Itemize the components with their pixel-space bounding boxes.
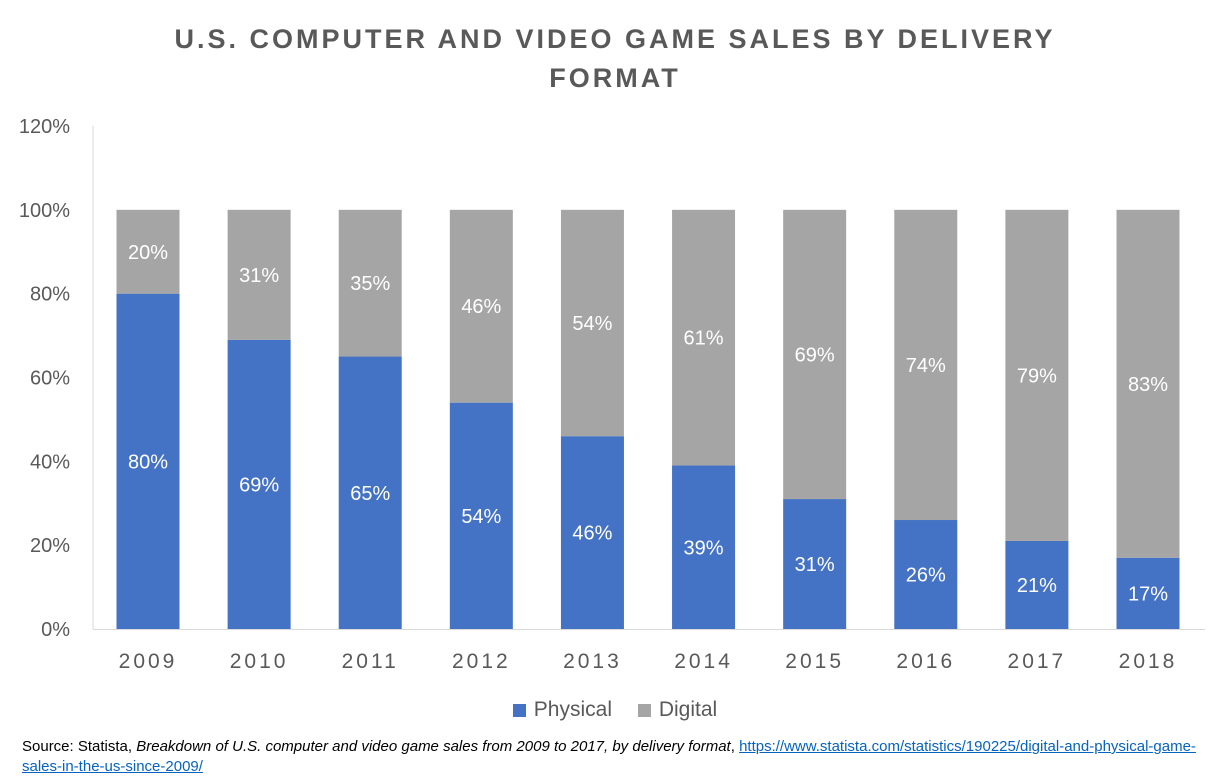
data-label: 39% xyxy=(684,537,724,559)
x-tick-label: 2010 xyxy=(230,650,289,673)
bar-digital xyxy=(1005,209,1069,541)
legend-label: Digital xyxy=(658,698,718,721)
source-title: Breakdown of U.S. computer and video gam… xyxy=(136,738,731,755)
chart-title-line: U.S. COMPUTER AND VIDEO GAME SALES BY DE… xyxy=(174,24,1056,54)
legend-swatch-digital xyxy=(637,703,651,717)
data-label: 46% xyxy=(461,296,501,318)
data-label: 26% xyxy=(906,565,946,587)
source-prefix: Source: Statista, xyxy=(22,738,137,755)
source-separator: , xyxy=(730,738,740,755)
bar-physical xyxy=(338,356,402,629)
legend-item-physical: Physical xyxy=(512,698,612,722)
x-tick-label: 2017 xyxy=(1008,650,1067,673)
data-label: 80% xyxy=(128,451,168,473)
bar-digital xyxy=(227,209,291,340)
x-tick-label: 2012 xyxy=(452,650,511,673)
data-label: 54% xyxy=(461,506,501,528)
data-label: 83% xyxy=(1128,374,1168,396)
source-link[interactable]: https://www.statista.com/statistics/1902… xyxy=(22,738,1196,775)
y-tick-label: 40% xyxy=(30,451,70,473)
stacked-bar-chart: 0% 20% 40% 60% 80% 100% 120% 80% 20% 2009 69% 31% 20… xyxy=(19,116,1205,673)
data-label: 69% xyxy=(795,344,835,366)
chart-title-line: FORMAT xyxy=(549,63,681,93)
bar-physical xyxy=(449,402,513,629)
bar-physical xyxy=(672,465,736,629)
y-tick-label: 20% xyxy=(30,535,70,557)
y-tick-label: 0% xyxy=(41,619,70,641)
bar-digital xyxy=(783,209,847,500)
bar-digital xyxy=(672,209,736,466)
data-label: 65% xyxy=(350,483,390,505)
data-label: 31% xyxy=(239,265,279,287)
data-label: 79% xyxy=(1017,365,1057,387)
x-tick-label: 2013 xyxy=(563,650,622,673)
x-tick-label: 2015 xyxy=(785,650,844,673)
bar-digital xyxy=(338,209,402,357)
x-tick-label: 2014 xyxy=(674,650,733,673)
bar-physical xyxy=(783,499,847,629)
bar-digital xyxy=(116,209,180,294)
data-label: 17% xyxy=(1128,583,1168,605)
data-label: 21% xyxy=(1017,575,1057,597)
bar-digital xyxy=(449,209,513,403)
data-label: 69% xyxy=(239,474,279,496)
x-tick-label: 2009 xyxy=(119,650,178,673)
y-tick-label: 100% xyxy=(19,200,70,222)
data-label: 54% xyxy=(572,313,612,335)
source-note: Source: Statista, Breakdown of U.S. comp… xyxy=(22,737,1212,777)
y-tick-label: 60% xyxy=(30,368,70,390)
chart-title: U.S. COMPUTER AND VIDEO GAME SALES BY DE… xyxy=(0,20,1230,98)
x-tick-label: 2011 xyxy=(342,650,399,673)
bar-physical xyxy=(116,293,180,629)
bar-physical xyxy=(894,520,958,629)
data-label: 61% xyxy=(684,328,724,350)
x-tick-label: 2018 xyxy=(1119,650,1178,673)
data-label: 35% xyxy=(350,273,390,295)
bar-digital xyxy=(560,209,624,437)
bar-digital xyxy=(1116,209,1180,558)
data-label: 31% xyxy=(795,554,835,576)
legend-swatch-physical xyxy=(512,703,526,717)
bar-physical xyxy=(227,339,291,629)
legend-item-digital: Digital xyxy=(637,698,718,722)
data-label: 46% xyxy=(572,523,612,545)
bar-digital xyxy=(894,209,958,521)
legend: Physical Digital xyxy=(0,698,1230,723)
data-label: 20% xyxy=(128,242,168,264)
legend-label: Physical xyxy=(533,698,612,721)
x-tick-label: 2016 xyxy=(896,650,955,673)
bar-physical xyxy=(1005,540,1069,629)
bar-physical xyxy=(1116,557,1180,629)
bar-physical xyxy=(560,436,624,629)
y-tick-label: 120% xyxy=(19,116,70,138)
y-tick-label: 80% xyxy=(30,284,70,306)
data-label: 74% xyxy=(906,355,946,377)
